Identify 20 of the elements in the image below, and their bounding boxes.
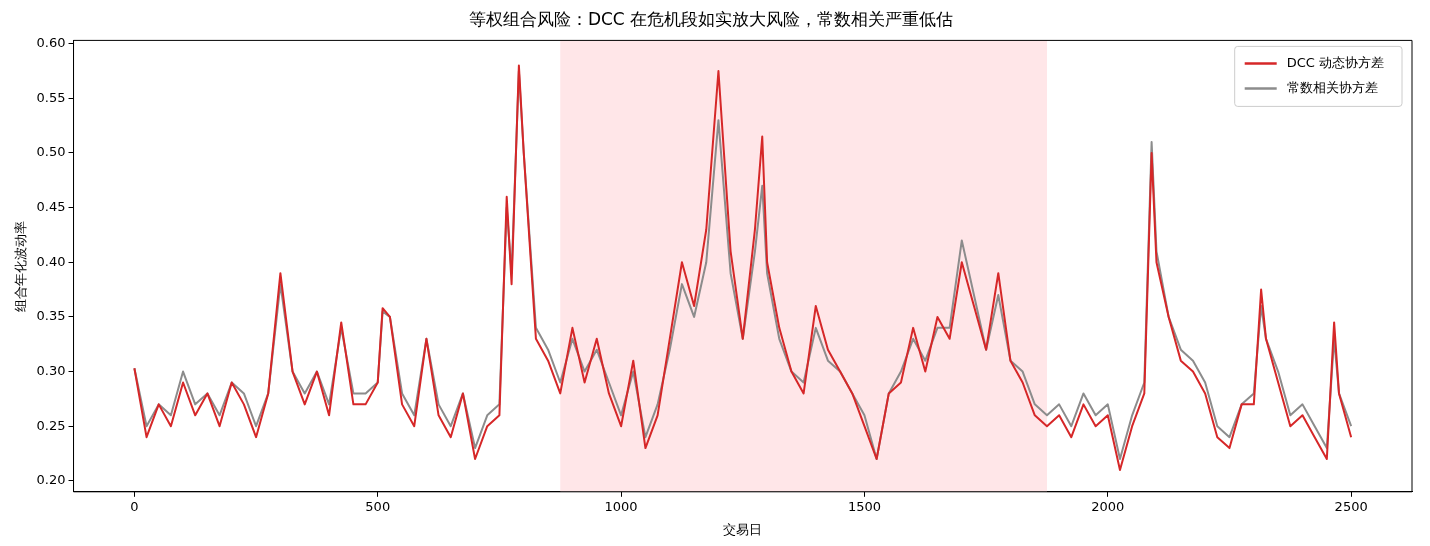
x-tick-label: 2500 — [1334, 498, 1368, 514]
y-tick-label: 0.55 — [36, 89, 66, 105]
x-tick-label: 500 — [365, 498, 391, 514]
y-tick-label: 0.50 — [36, 144, 66, 160]
chart-title: 等权组合风险：DCC 在危机段如实放大风险，常数相关严重低估 — [468, 8, 954, 29]
x-tick-label: 0 — [130, 498, 139, 514]
y-tick-label: 0.25 — [36, 417, 66, 433]
legend-label: 常数相关协方差 — [1286, 79, 1378, 95]
y-tick-label: 0.35 — [36, 308, 66, 324]
x-tick-label: 1500 — [847, 498, 881, 514]
y-tick-label: 0.30 — [36, 362, 66, 378]
y-tick-label: 0.40 — [36, 253, 66, 269]
x-tick-label: 1000 — [604, 498, 638, 514]
x-tick-label: 2000 — [1091, 498, 1125, 514]
x-axis-title: 交易日 — [723, 521, 763, 537]
y-tick-label: 0.20 — [36, 472, 66, 488]
y-tick-label: 0.60 — [36, 35, 66, 51]
legend-label: DCC 动态协方差 — [1286, 54, 1384, 70]
y-axis-title: 组合年化波动率 — [13, 220, 29, 312]
y-tick-label: 0.45 — [36, 199, 66, 214]
